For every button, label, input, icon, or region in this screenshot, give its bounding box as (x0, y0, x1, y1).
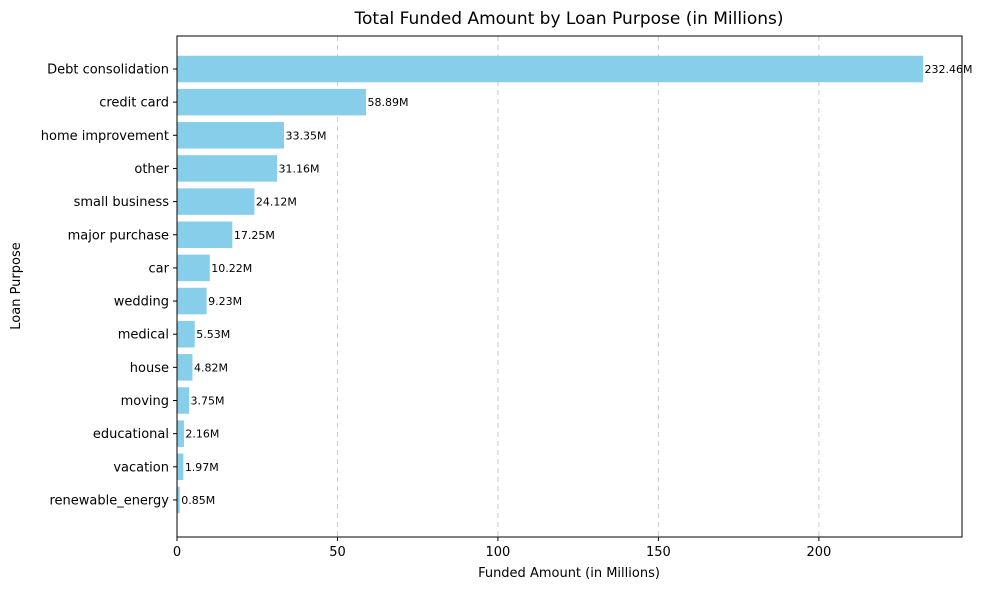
bar-value-label: 2.16M (185, 428, 219, 441)
y-tick-label: wedding (114, 295, 169, 310)
bar-value-label: 9.23M (208, 295, 242, 308)
y-tick-label: other (134, 162, 169, 177)
bar (177, 155, 278, 182)
y-tick-label: vacation (113, 460, 169, 475)
y-tick-label: renewable_energy (49, 493, 169, 508)
x-axis-ticks: 0 50 100 150 200 (173, 537, 831, 560)
y-tick-label: house (130, 361, 169, 376)
bar (177, 354, 193, 381)
x-tick-label: 50 (329, 545, 346, 560)
y-tick-label: educational (93, 427, 169, 442)
x-tick-label: 200 (806, 545, 831, 560)
y-tick-label: major purchase (68, 228, 169, 243)
plot-frame (176, 35, 963, 538)
y-tick-label: credit card (99, 96, 169, 111)
y-tick-label: home improvement (41, 129, 169, 144)
value-label-layer: 232.46M 58.89M 33.35M 31.16M 24.12M 17.25M 10.… (181, 63, 972, 507)
x-tick-label: 0 (173, 545, 181, 560)
bar (177, 453, 184, 481)
bar-value-label: 24.12M (256, 196, 297, 209)
y-tick-label: Debt consolidation (47, 63, 169, 78)
bar-value-label: 31.16M (279, 162, 320, 175)
bar-value-label: 58.89M (367, 96, 408, 109)
bar (177, 287, 207, 315)
bar-layer (177, 55, 924, 514)
grid-layer (336, 36, 820, 537)
bar (177, 221, 233, 248)
x-tick-label: 100 (486, 545, 511, 560)
bar (177, 188, 255, 215)
bar-value-label: 10.22M (211, 262, 252, 275)
y-tick-label: car (149, 261, 170, 276)
y-tick-label: moving (121, 394, 169, 409)
bar (177, 320, 195, 348)
bar (177, 387, 190, 414)
y-axis-ticks: Debt consolidation credit card home improv… (41, 63, 177, 508)
y-tick-label: medical (118, 328, 169, 343)
bar (177, 420, 184, 447)
chart-title: Total Funded Amount by Loan Purpose (in … (354, 9, 784, 29)
bar-value-label: 33.35M (286, 129, 327, 142)
x-tick-label: 150 (646, 545, 671, 560)
bar-value-label: 0.85M (181, 494, 215, 507)
bar-value-label: 5.53M (196, 328, 230, 341)
bar-value-label: 17.25M (234, 229, 275, 242)
bar (177, 88, 366, 116)
bar-value-label: 1.97M (185, 461, 219, 474)
bar-value-label: 232.46M (925, 63, 973, 76)
bar (177, 122, 285, 149)
y-tick-label: small business (74, 195, 170, 210)
x-axis-label: Funded Amount (in Millions) (478, 566, 660, 581)
y-axis-label: Loan Purpose (9, 242, 24, 329)
bar (177, 254, 210, 282)
bar (177, 486, 180, 514)
bar-value-label: 4.82M (194, 361, 228, 374)
bar (177, 55, 924, 83)
bar-value-label: 3.75M (191, 395, 225, 408)
